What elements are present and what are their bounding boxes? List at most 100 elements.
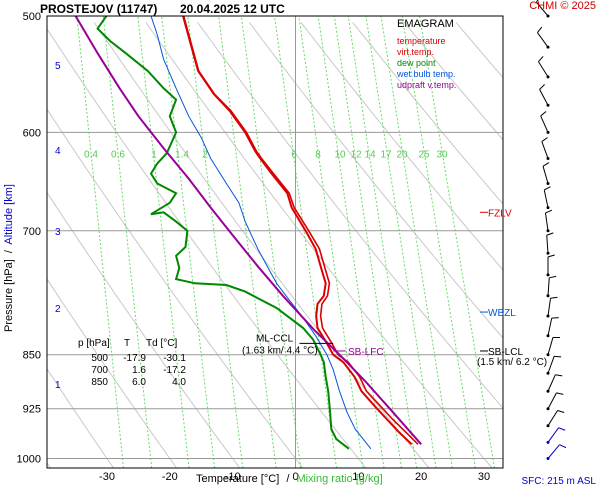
- wind-barb-feather: [538, 56, 544, 62]
- legend-item-dew-point: dew point: [397, 58, 436, 68]
- mixing-ratio-label: 6: [291, 149, 297, 160]
- legend-title: EMAGRAM: [397, 18, 454, 30]
- dry-adiabat-line: [47, 278, 178, 468]
- wind-barb-station: [546, 273, 550, 277]
- wind-barb-feather: [546, 232, 554, 236]
- altitude-tick-label: 4: [55, 146, 61, 157]
- cell-td: -30.1: [163, 353, 186, 364]
- table-row: 700 1.6 -17.2: [78, 365, 196, 377]
- wind-barb-feather: [536, 0, 539, 3]
- x-tick-label: 10: [352, 471, 364, 483]
- y-tick-label: 850: [23, 350, 41, 362]
- level-label: WBZL: [488, 308, 516, 319]
- legend-item-wet-bulb: wet bulb temp.: [397, 69, 456, 79]
- wind-barb-station: [546, 371, 550, 375]
- wind-barb-feather: [540, 111, 547, 117]
- mixing-ratio-label: 1: [151, 149, 157, 160]
- x-tick-label: -30: [99, 471, 115, 483]
- wind-barb: [547, 392, 557, 409]
- wind-barb: [547, 277, 550, 296]
- x-tick-label: 30: [478, 471, 490, 483]
- series-line-dew-point: [96, 16, 350, 450]
- mixing-ratio-line: [419, 16, 495, 468]
- x-axis-label: Temperature [°C] / Mixing ratio [g/kg]: [196, 473, 383, 485]
- wind-barb-station: [546, 456, 550, 460]
- wind-barb: [540, 115, 549, 133]
- series-line-udpraft-v-temp-: [74, 16, 422, 445]
- altitude-tick-label: 1: [55, 380, 61, 391]
- cell-td: -17.2: [163, 365, 186, 376]
- wind-barb-station: [546, 181, 550, 185]
- mixing-ratio-line: [240, 16, 302, 468]
- wind-barb: [546, 235, 549, 254]
- mixing-ratio-label: 0.4: [84, 149, 98, 160]
- wind-barb: [547, 337, 554, 355]
- cell-p: 850: [91, 377, 108, 388]
- wind-barb-feather: [555, 374, 563, 377]
- dry-adiabat-line: [47, 108, 304, 468]
- plot-frame: [46, 15, 504, 469]
- mixing-ratio-line: [298, 16, 364, 468]
- dry-adiabat-line: [47, 191, 241, 468]
- wind-barb-station: [546, 75, 550, 79]
- wind-barb-feather: [539, 84, 545, 90]
- wind-barb: [547, 298, 552, 317]
- cell-t: -17.9: [123, 353, 146, 364]
- cell-t: 1.6: [132, 365, 146, 376]
- wind-barb-station: [546, 407, 550, 411]
- wind-barb: [543, 189, 549, 208]
- wind-barb: [547, 374, 556, 392]
- mixing-ratio-line: [218, 16, 277, 468]
- legend-item-updraft: udpraft v.temp.: [397, 80, 457, 90]
- mixing-ratio-label: 14: [364, 149, 376, 160]
- sb-lcl-detail: (1.5 km/ 6.2 °C): [477, 357, 547, 368]
- mixing-ratio-line: [333, 16, 402, 468]
- ml-ccl-detail: (1.63 km/ 4.4 °C): [242, 345, 318, 356]
- altitude-tick-label: 2: [55, 304, 61, 315]
- mixing-ratio-label: 25: [418, 149, 430, 160]
- summary-table: p [hPa] T Td [°C] 500 -17.9 -30.1 700 1.…: [78, 338, 196, 389]
- wind-barb-feather: [545, 209, 553, 214]
- x-tick-label: 20: [415, 471, 427, 483]
- series-line-wet-bulb-temp-: [150, 16, 372, 450]
- sfc-info: SFC: 215 m ASL: [521, 476, 596, 487]
- x-tick-label: 0: [292, 471, 298, 483]
- x-axis-separator: /: [286, 473, 290, 485]
- dry-adiabat-line: [300, 22, 503, 271]
- wind-barb-station: [546, 424, 550, 428]
- mixing-ratio-label: 2: [202, 149, 208, 160]
- y-tick-label: 1000: [17, 453, 41, 465]
- dry-adiabat-line: [145, 22, 493, 468]
- wind-barb-feather: [542, 162, 550, 167]
- wind-barb-station: [546, 103, 550, 107]
- wind-barb-feather: [547, 254, 555, 258]
- mixing-ratio-line: [380, 16, 453, 468]
- wind-barb-station: [546, 440, 550, 444]
- cell-td: 4.0: [172, 377, 186, 388]
- wind-barb-feather: [537, 26, 543, 33]
- wind-barb: [547, 427, 559, 443]
- cell-p: 700: [91, 365, 108, 376]
- level-label: SB-LCL: [488, 347, 523, 358]
- sb-lfc-label: SB-LFC: [348, 347, 384, 358]
- cell-t: 6.0: [132, 377, 146, 388]
- series-line-virt-temp-: [182, 16, 419, 445]
- wind-barb-station: [546, 45, 550, 49]
- mixing-ratio-line: [317, 16, 385, 468]
- mixing-ratio-line: [401, 16, 476, 468]
- mixing-ratio-line: [187, 16, 244, 468]
- table-row: 500 -17.9 -30.1: [78, 353, 196, 365]
- mixing-ratio-line: [274, 16, 337, 468]
- mixing-ratio-line: [347, 16, 418, 468]
- summary-table-header: p [hPa] T Td [°C]: [78, 338, 196, 350]
- wind-barb-station: [546, 334, 550, 338]
- wind-barb: [539, 89, 549, 106]
- mixing-ratio-line: [102, 16, 153, 468]
- mixing-ratio-label: 0.6: [111, 149, 125, 160]
- wind-barb-station: [546, 130, 550, 134]
- legend: temperature virt.temp. dew point wet bul…: [397, 36, 456, 91]
- wind-barb-station: [546, 314, 550, 318]
- wind-barb-feather: [557, 410, 565, 413]
- series-line-temperature: [182, 16, 413, 446]
